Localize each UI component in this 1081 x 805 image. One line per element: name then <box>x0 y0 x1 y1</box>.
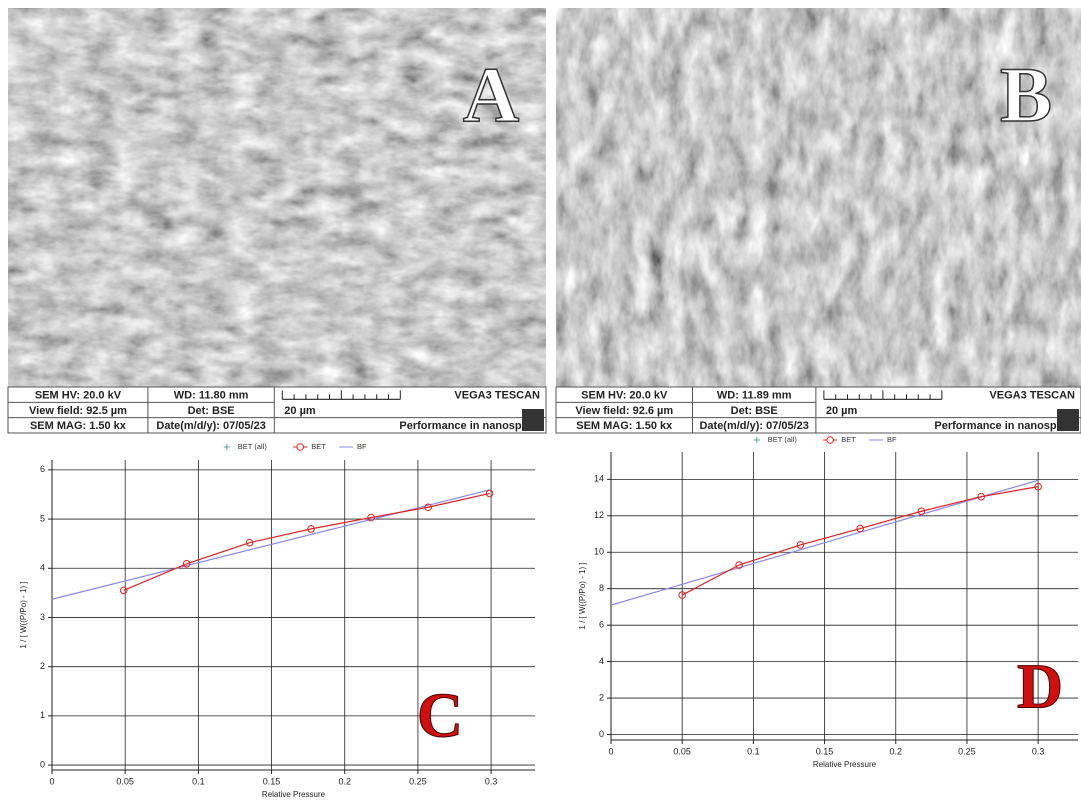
y-tick-label: 0 <box>599 729 604 739</box>
x-tick-label: 0.05 <box>673 746 691 756</box>
x-tick-label: 0.3 <box>485 776 498 786</box>
x-tick-label: 0.25 <box>958 746 976 756</box>
y-tick-label: 3 <box>40 612 45 622</box>
x-tick-label: 0.2 <box>889 746 902 756</box>
y-tick-label: 4 <box>40 563 45 573</box>
x-axis-label: Relative Pressure <box>262 790 326 799</box>
y-tick-label: 2 <box>40 661 45 671</box>
x-tick-label: 0.1 <box>747 746 760 756</box>
y-tick-label: 5 <box>40 513 45 523</box>
legend-marker <box>827 437 834 444</box>
y-tick-label: 1 <box>40 710 45 720</box>
y-tick-label: 8 <box>599 583 604 593</box>
info-text: WD: 11.80 mm <box>174 390 249 402</box>
info-text: SEM HV: 20.0 kV <box>35 390 122 402</box>
info-text: View field: 92.5 µm <box>29 405 127 417</box>
legend-marker <box>297 444 304 451</box>
legend-label: BET (all) <box>768 435 798 444</box>
info-text: Date(m/d/y): 07/05/23 <box>699 420 808 432</box>
info-text: Det: BSE <box>731 405 778 417</box>
x-tick-label: 0.1 <box>192 776 205 786</box>
x-tick-label: 0.15 <box>263 776 281 786</box>
info-text: SEM MAG: 1.50 kx <box>30 420 127 432</box>
panel-label: D <box>1017 651 1063 722</box>
corner-mark <box>522 409 544 431</box>
x-tick-label: 0.2 <box>338 776 351 786</box>
info-text: Performance in nanospace <box>399 420 540 432</box>
x-tick-label: 0 <box>608 746 613 756</box>
y-tick-label: 6 <box>599 620 604 630</box>
y-axis-label: 1 / [ W((P/Po) - 1) ] <box>19 581 28 648</box>
panel-label: B <box>1000 51 1052 138</box>
y-tick-label: 12 <box>594 510 604 520</box>
info-text: Date(m/d/y): 07/05/23 <box>156 420 265 432</box>
page: A SEM HV: 20.0 kV WD: 11.80 mm VEGA3 TESCAN… <box>0 0 1081 805</box>
figure: A SEM HV: 20.0 kV WD: 11.80 mm VEGA3 TESCAN… <box>0 0 1081 800</box>
series-line <box>682 487 1038 595</box>
legend-marker <box>754 437 760 443</box>
panel-label: C <box>417 680 463 751</box>
info-text: Det: BSE <box>188 405 235 417</box>
legend-label: BET <box>841 435 856 444</box>
y-tick-label: 14 <box>594 474 604 484</box>
info-text: WD: 11.89 mm <box>717 390 792 402</box>
x-tick-label: 0.25 <box>409 776 427 786</box>
y-tick-label: 10 <box>594 547 604 557</box>
info-text: SEM HV: 20.0 kV <box>581 390 668 402</box>
x-axis-label: Relative Pressure <box>813 760 877 769</box>
legend-marker <box>224 444 230 450</box>
info-text: Performance in nanospace <box>934 420 1075 432</box>
y-tick-label: 0 <box>40 759 45 769</box>
legend-label: BET <box>311 442 326 451</box>
x-tick-label: 0.15 <box>816 746 834 756</box>
y-tick-label: 2 <box>599 692 604 702</box>
corner-mark <box>1057 409 1079 431</box>
legend-label: BF <box>887 435 897 444</box>
info-text: 20 µm <box>284 405 316 417</box>
info-text: VEGA3 TESCAN <box>454 390 540 402</box>
x-tick-label: 0 <box>49 776 54 786</box>
panel-label: A <box>463 51 519 138</box>
info-text: 20 µm <box>826 405 858 417</box>
y-axis-label: 1 / [ W((P/Po) - 1) ] <box>578 562 587 629</box>
info-text: SEM MAG: 1.50 kx <box>576 420 673 432</box>
series-line <box>124 493 490 590</box>
y-tick-label: 4 <box>599 656 604 666</box>
y-tick-label: 6 <box>40 464 45 474</box>
legend-label: BF <box>357 442 367 451</box>
x-tick-label: 0.3 <box>1032 746 1045 756</box>
info-text: View field: 92.6 µm <box>575 405 673 417</box>
info-text: VEGA3 TESCAN <box>989 390 1075 402</box>
legend-label: BET (all) <box>238 442 268 451</box>
x-tick-label: 0.05 <box>116 776 134 786</box>
